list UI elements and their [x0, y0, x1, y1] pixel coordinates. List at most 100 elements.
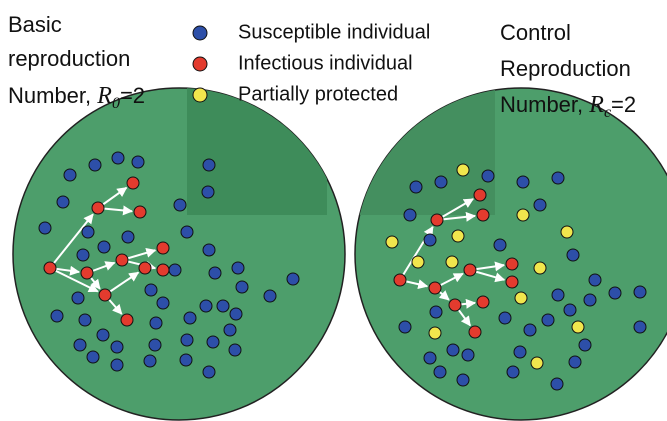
individual	[122, 231, 134, 243]
individual	[82, 226, 94, 238]
individual	[203, 366, 215, 378]
individual	[89, 159, 101, 171]
individual	[81, 267, 93, 279]
individual	[552, 172, 564, 184]
individual	[149, 339, 161, 351]
individual	[157, 297, 169, 309]
individual	[567, 249, 579, 261]
individual	[542, 314, 554, 326]
individual	[224, 324, 236, 336]
individual	[507, 366, 519, 378]
individual	[264, 290, 276, 302]
individual	[424, 234, 436, 246]
individual	[572, 321, 584, 333]
individual	[435, 176, 447, 188]
individual	[112, 152, 124, 164]
individual	[139, 262, 151, 274]
individual	[462, 349, 474, 361]
individual	[157, 264, 169, 276]
individual	[534, 262, 546, 274]
individual	[531, 357, 543, 369]
individual	[634, 286, 646, 298]
individual	[564, 304, 576, 316]
individual	[449, 299, 461, 311]
individual	[44, 262, 56, 274]
individual	[506, 276, 518, 288]
individual	[200, 300, 212, 312]
individual	[132, 156, 144, 168]
individual	[203, 159, 215, 171]
individual	[424, 352, 436, 364]
individual	[111, 359, 123, 371]
individual	[561, 226, 573, 238]
individual	[431, 214, 443, 226]
individual	[399, 321, 411, 333]
individual	[169, 264, 181, 276]
individual	[515, 292, 527, 304]
individual	[412, 256, 424, 268]
individual	[111, 341, 123, 353]
individual	[236, 281, 248, 293]
individual	[477, 296, 489, 308]
individual	[232, 262, 244, 274]
legend-label: Infectious individual	[238, 52, 413, 74]
individual	[446, 256, 458, 268]
individual	[174, 199, 186, 211]
individual	[394, 274, 406, 286]
individual	[97, 329, 109, 341]
individual	[229, 344, 241, 356]
individual	[551, 378, 563, 390]
individual	[447, 344, 459, 356]
individual	[429, 282, 441, 294]
individual	[506, 258, 518, 270]
individual	[180, 354, 192, 366]
individual	[202, 186, 214, 198]
individual	[74, 339, 86, 351]
individual	[589, 274, 601, 286]
individual	[514, 346, 526, 358]
individual	[209, 267, 221, 279]
individual	[230, 308, 242, 320]
individual	[469, 326, 481, 338]
individual	[64, 169, 76, 181]
legend-dot	[193, 88, 207, 102]
left-label: Number, R0=2	[8, 83, 145, 112]
diagram: Basic reproduction Number, R0=2 Suscepti…	[0, 0, 667, 421]
legend-dot	[193, 26, 207, 40]
individual	[474, 189, 486, 201]
individual	[457, 374, 469, 386]
individual	[534, 199, 546, 211]
individual	[181, 334, 193, 346]
individual	[181, 226, 193, 238]
legend-dot	[193, 57, 207, 71]
individual	[386, 236, 398, 248]
individual	[145, 284, 157, 296]
individual	[203, 244, 215, 256]
left-label: reproduction	[8, 46, 130, 71]
individual	[524, 324, 536, 336]
individual	[482, 170, 494, 182]
individual	[569, 356, 581, 368]
individual	[477, 209, 489, 221]
right-label: Reproduction	[500, 56, 631, 81]
individual	[464, 264, 476, 276]
individual	[584, 294, 596, 306]
individual	[144, 355, 156, 367]
individual	[452, 230, 464, 242]
individual	[207, 336, 219, 348]
legend-label: Susceptible individual	[238, 21, 430, 43]
individual	[39, 222, 51, 234]
individual	[157, 242, 169, 254]
individual	[57, 196, 69, 208]
individual	[77, 249, 89, 261]
individual	[517, 209, 529, 221]
individual	[87, 351, 99, 363]
individual	[609, 287, 621, 299]
individual	[99, 289, 111, 301]
legend-label: Partially protected	[238, 83, 398, 105]
individual	[634, 321, 646, 333]
individual	[217, 300, 229, 312]
individual	[430, 306, 442, 318]
individual	[98, 241, 110, 253]
individual	[121, 314, 133, 326]
